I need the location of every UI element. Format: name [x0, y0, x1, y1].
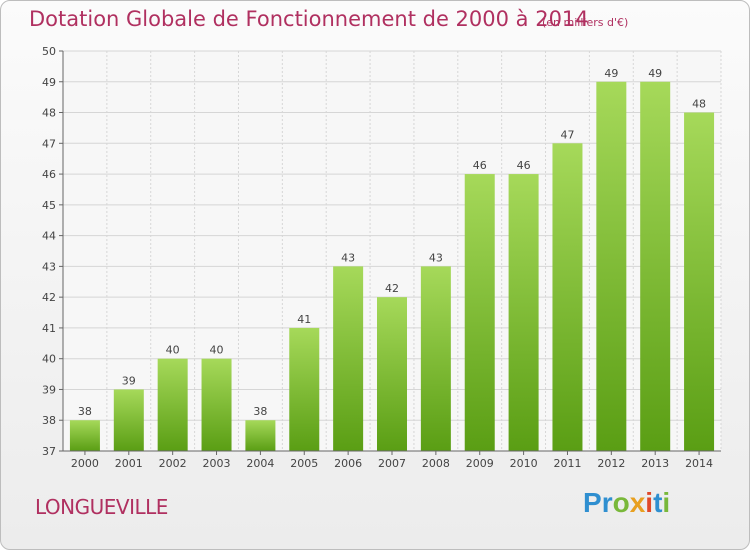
bar: [640, 81, 671, 452]
logo-letter: i: [662, 487, 671, 518]
x-tick-label: 2011: [553, 457, 581, 470]
bar-value-label: 49: [648, 67, 662, 80]
x-tick-label: 2004: [246, 457, 274, 470]
x-tick-label: 2002: [159, 457, 187, 470]
bar: [157, 358, 188, 451]
bar-value-label: 41: [297, 313, 311, 326]
y-tick-label: 45: [42, 199, 56, 212]
y-tick-label: 47: [42, 137, 56, 150]
bar-value-label: 38: [253, 405, 267, 418]
y-tick-label: 40: [42, 353, 56, 366]
y-tick-label: 49: [42, 76, 56, 89]
proxiti-logo: Proxiti: [583, 487, 670, 519]
x-tick-label: 2014: [685, 457, 713, 470]
bar: [245, 420, 276, 451]
bar: [201, 358, 232, 451]
bar: [333, 266, 364, 451]
x-tick-label: 2013: [641, 457, 669, 470]
logo-letter: P: [583, 487, 602, 518]
chart-subtitle: (en milliers d'€): [542, 16, 629, 29]
x-tick-label: 2008: [422, 457, 450, 470]
bar-value-label: 43: [341, 251, 355, 264]
bar-value-label: 40: [166, 344, 180, 357]
x-tick-label: 2009: [466, 457, 494, 470]
x-tick-label: 2003: [203, 457, 231, 470]
bar: [289, 327, 320, 451]
bar: [552, 143, 583, 452]
logo-letter: o: [612, 487, 630, 518]
logo-letter: t: [653, 487, 663, 518]
y-tick-label: 43: [42, 260, 56, 273]
x-tick-label: 2000: [71, 457, 99, 470]
y-tick-label: 42: [42, 291, 56, 304]
bar-value-label: 43: [429, 251, 443, 264]
bar: [420, 266, 451, 451]
bar-value-label: 48: [692, 98, 706, 111]
y-tick-label: 48: [42, 107, 56, 120]
bar-value-label: 42: [385, 282, 399, 295]
bar: [596, 81, 627, 452]
x-tick-label: 2001: [115, 457, 143, 470]
y-tick-label: 39: [42, 383, 56, 396]
bar: [377, 297, 407, 451]
y-tick-label: 37: [42, 445, 56, 458]
x-tick-label: 2006: [334, 457, 362, 470]
y-tick-label: 50: [42, 45, 56, 58]
x-tick-label: 2012: [597, 457, 625, 470]
bar-value-label: 38: [78, 405, 92, 418]
y-tick-label: 46: [42, 168, 56, 181]
bar: [113, 389, 144, 451]
bar: [464, 174, 495, 452]
bar: [69, 420, 100, 451]
logo-letter: x: [629, 487, 646, 518]
bar: [684, 112, 715, 452]
x-tick-label: 2007: [378, 457, 406, 470]
bar-value-label: 40: [210, 344, 224, 357]
logo-letter: r: [601, 487, 613, 518]
logo-letter: i: [645, 487, 654, 518]
bar-value-label: 49: [604, 67, 618, 80]
y-tick-label: 38: [42, 414, 56, 427]
bar-value-label: 46: [517, 159, 531, 172]
y-tick-label: 41: [42, 322, 56, 335]
bar-value-label: 46: [473, 159, 487, 172]
y-tick-label: 44: [42, 230, 56, 243]
bar: [508, 174, 539, 452]
x-tick-label: 2005: [290, 457, 318, 470]
bar-value-label: 39: [122, 374, 136, 387]
town-name: LONGUEVILLE: [35, 495, 168, 519]
x-tick-label: 2010: [510, 457, 538, 470]
bar-value-label: 47: [560, 128, 574, 141]
chart-title: Dotation Globale de Fonctionnement de 20…: [29, 7, 589, 31]
